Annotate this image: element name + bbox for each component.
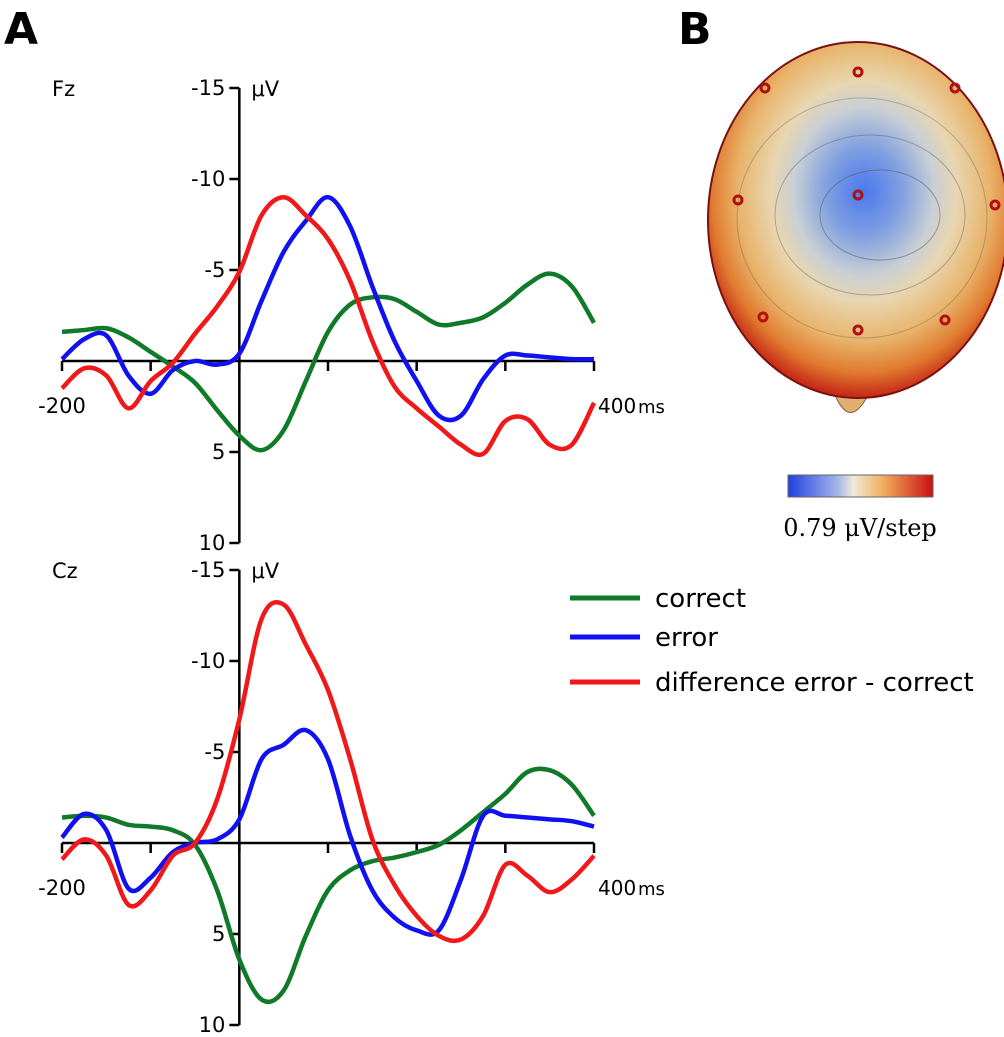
y-unit: μV	[251, 77, 279, 101]
y-tick-label: -10	[191, 649, 225, 673]
head	[707, 41, 1004, 399]
series-line	[60, 194, 597, 457]
colorbar-label: 0.79 μV/step	[783, 514, 937, 542]
y-tick-label: -15	[191, 558, 225, 582]
y-tick-label: 10	[199, 1013, 226, 1037]
panel-label: A	[4, 4, 38, 55]
x-tick-label: 400	[598, 876, 636, 900]
colorbar	[787, 474, 934, 498]
contour	[819, 169, 941, 261]
contour	[736, 97, 988, 339]
series-line	[60, 600, 596, 944]
chart-title: Fz	[52, 77, 75, 101]
series-line	[61, 766, 596, 1005]
contour	[774, 134, 966, 296]
y-tick-label: 10	[199, 531, 226, 555]
legend-label: error	[655, 623, 718, 653]
legend-label: difference error - correct	[655, 668, 974, 698]
y-tick-label: -15	[191, 76, 225, 100]
legend-label: correct	[655, 584, 746, 614]
panel-label: B	[678, 4, 712, 55]
y-tick-label: -5	[204, 740, 225, 764]
x-tick-label: -200	[38, 876, 86, 900]
y-unit: μV	[251, 559, 279, 583]
series-line	[60, 727, 595, 937]
x-unit: ms	[638, 397, 665, 418]
series-line	[60, 194, 595, 423]
series-line	[61, 271, 596, 453]
y-tick-label: 5	[212, 922, 225, 946]
y-tick-label: 5	[212, 440, 225, 464]
x-tick-label: -200	[38, 394, 86, 418]
topomap: 0.79 μV/step	[707, 41, 1004, 542]
chart-title: Cz	[52, 559, 78, 583]
x-tick-label: 400	[598, 394, 636, 418]
y-tick-label: -10	[191, 167, 225, 191]
x-unit: ms	[638, 879, 665, 900]
electrodes	[732, 66, 1001, 336]
y-tick-label: -5	[204, 258, 225, 282]
